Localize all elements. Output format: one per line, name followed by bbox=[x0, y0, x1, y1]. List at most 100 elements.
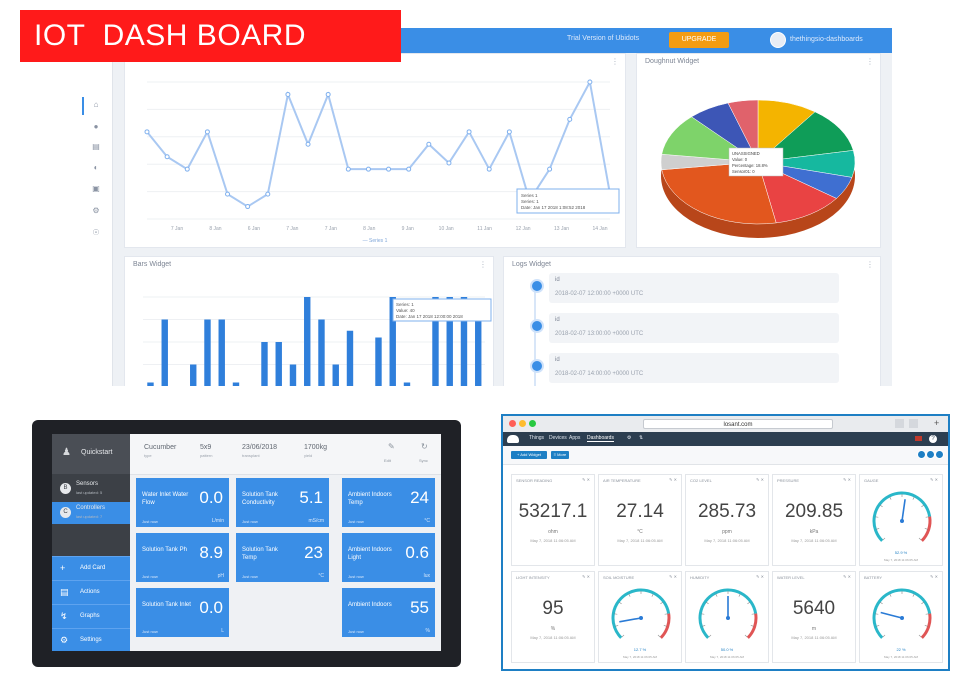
tile-unit: mS/cm bbox=[308, 518, 324, 524]
widget-title: Bars Widget bbox=[133, 261, 172, 268]
gauge-tick bbox=[657, 634, 661, 638]
widget-date: May 7, 2018 11:06:05 AM bbox=[791, 538, 837, 543]
gauge-arc bbox=[659, 613, 671, 639]
dashboard-icon[interactable]: ⌂ bbox=[93, 100, 99, 109]
data-icon[interactable]: ▤ bbox=[92, 142, 100, 151]
help-icon[interactable]: ☉ bbox=[92, 228, 100, 237]
refresh-icon[interactable] bbox=[917, 450, 926, 459]
widget-edit-icon[interactable]: ✎ ✕ bbox=[930, 574, 938, 579]
sync-button[interactable]: Sync bbox=[419, 458, 428, 463]
new-tab-icon[interactable]: + bbox=[934, 418, 940, 428]
share-icon[interactable] bbox=[895, 419, 904, 428]
widget-menu-icon[interactable]: ⋮ bbox=[479, 260, 487, 269]
close-window-icon[interactable] bbox=[509, 420, 516, 427]
widget-title: AIR TEMPERATURE bbox=[603, 478, 641, 483]
nav-apps[interactable]: Apps bbox=[569, 435, 581, 441]
maximize-window-icon[interactable] bbox=[529, 420, 536, 427]
data-point bbox=[265, 191, 271, 197]
nav-add-card[interactable]: + Add Card bbox=[52, 556, 130, 580]
sensor-tile[interactable]: Ambient Indoors 55 Just now% bbox=[342, 588, 435, 637]
help-icon[interactable]: ? bbox=[929, 435, 937, 443]
device-item-sensors[interactable]: B Sensors last updated: 5 bbox=[52, 478, 130, 500]
sensor-tile[interactable]: Water Inlet Water Flow 0.0 Just now L/min bbox=[136, 478, 229, 527]
widget-edit-icon[interactable]: ✎ ✕ bbox=[843, 574, 851, 579]
widget-title: SENSOR READING bbox=[516, 478, 553, 483]
device-badge: C bbox=[60, 507, 71, 518]
settings-icon[interactable]: ⚙ bbox=[92, 206, 100, 215]
fullscreen-icon[interactable] bbox=[926, 450, 935, 459]
device-name: Sensors bbox=[76, 481, 99, 487]
device-item-controllers[interactable]: C Controllers last updated: 7 bbox=[52, 502, 130, 524]
sensor-tile[interactable]: Ambient Indoors Temp 24 Just now °C bbox=[342, 478, 435, 527]
logs-widget: Logs Widget ⋮ id 2018-02-07 12:00:00 +00… bbox=[503, 256, 881, 386]
edit-button[interactable]: Edit bbox=[384, 458, 391, 463]
widget-date: May 7, 2018 11:06:05 AM bbox=[530, 635, 576, 640]
minimize-window-icon[interactable] bbox=[519, 420, 526, 427]
tooltip-line: Series 1 bbox=[521, 193, 538, 198]
events-icon[interactable]: ◐ bbox=[93, 163, 99, 172]
nav-devices[interactable]: Devices bbox=[549, 435, 567, 441]
sync-icon[interactable]: ↻ bbox=[421, 442, 428, 451]
nav-things[interactable]: Things bbox=[529, 435, 545, 441]
address-bar[interactable]: losant.com bbox=[643, 419, 833, 429]
upgrade-button[interactable]: UPGRADE bbox=[669, 32, 729, 48]
more-button[interactable]: ≡ More bbox=[551, 451, 569, 459]
sensor-tile[interactable]: Solution Tank Temp 23 Just now °C bbox=[236, 533, 329, 582]
reports-icon[interactable]: ▣ bbox=[92, 184, 100, 193]
nav-settings[interactable]: ⚙ Settings bbox=[52, 628, 130, 651]
nav-dashboards[interactable]: Dashboards bbox=[587, 435, 614, 442]
settings-icon[interactable]: ⚙ bbox=[627, 435, 632, 441]
sensor-tile[interactable]: Ambient Indoors Light 0.6 Just now lux bbox=[342, 533, 435, 582]
widget-edit-icon[interactable]: ✎ ✕ bbox=[756, 477, 764, 482]
widget-value: 285.73 bbox=[697, 501, 757, 522]
edit-icon[interactable]: ✎ bbox=[388, 442, 395, 451]
widget-edit-icon[interactable]: ✎ ✕ bbox=[582, 574, 590, 579]
nav-label: Actions bbox=[80, 589, 100, 595]
gauge-value: 52.9 % bbox=[894, 550, 908, 555]
gauge-arc bbox=[872, 491, 932, 542]
widget-title: Logs Widget bbox=[512, 261, 551, 268]
sensor-tile[interactable]: Solution Tank Ph 8.9 Just now pH bbox=[136, 533, 229, 582]
gauge-arc bbox=[872, 588, 932, 639]
value-widget: PRESSURE ✎ ✕ 209.85 kPa May 7, 2018 11:06:05… bbox=[772, 474, 856, 566]
notifications-icon[interactable]: ⇅ bbox=[639, 435, 644, 441]
nav-graphs[interactable]: ↯ Graphs bbox=[52, 604, 130, 628]
settings-icon[interactable] bbox=[935, 450, 944, 459]
widget-menu-icon[interactable]: ⋮ bbox=[866, 57, 874, 66]
gauge-hub bbox=[726, 616, 730, 620]
devices-icon[interactable]: ● bbox=[93, 122, 99, 131]
tooltip-line: UNASSIGNED bbox=[732, 151, 760, 156]
widget-edit-icon[interactable]: ✎ ✕ bbox=[582, 477, 590, 482]
bar bbox=[204, 319, 211, 386]
tile-value: 0.0 bbox=[199, 598, 223, 617]
widget-value: 95 bbox=[542, 598, 564, 619]
add-widget-button[interactable]: + Add Widget bbox=[511, 451, 547, 459]
bar bbox=[161, 319, 168, 386]
widget-edit-icon[interactable]: ✎ ✕ bbox=[930, 477, 938, 482]
tabs-icon[interactable] bbox=[909, 419, 918, 428]
gauge-date: May 7, 2018 11:06:05 AM bbox=[710, 655, 744, 659]
widget-edit-icon[interactable]: ✎ ✕ bbox=[669, 477, 677, 482]
tile-unit: pH bbox=[217, 573, 224, 579]
avatar[interactable] bbox=[770, 32, 786, 48]
sensor-tile[interactable]: Solution Tank Conductivity 5.1 Just now mS/… bbox=[236, 478, 329, 527]
cloud-logo-icon[interactable] bbox=[507, 435, 519, 443]
widget-menu-icon[interactable]: ⋮ bbox=[866, 260, 874, 269]
widget-edit-icon[interactable]: ✎ ✕ bbox=[843, 477, 851, 482]
data-point bbox=[345, 166, 351, 172]
widget-edit-icon[interactable]: ✎ ✕ bbox=[756, 574, 764, 579]
widget-title: BATTERY bbox=[864, 575, 883, 580]
flag-icon[interactable] bbox=[915, 436, 922, 441]
widget-menu-icon[interactable]: ⋮ bbox=[611, 57, 619, 66]
bar bbox=[389, 297, 396, 386]
gauge-arc bbox=[746, 613, 758, 639]
data-point bbox=[567, 116, 573, 122]
user-menu[interactable]: thethingsio-dashboards bbox=[790, 36, 863, 43]
nav-actions[interactable]: ▤ Actions bbox=[52, 580, 130, 604]
tooltip-line: Date: Jan 17 2018 12:00:00 2018 bbox=[396, 314, 463, 319]
gauge-tick bbox=[715, 593, 718, 597]
sensor-tile[interactable]: Solution Tank Inlet 0.0 Just now L bbox=[136, 588, 229, 637]
bar bbox=[318, 319, 325, 386]
widget-edit-icon[interactable]: ✎ ✕ bbox=[669, 574, 677, 579]
